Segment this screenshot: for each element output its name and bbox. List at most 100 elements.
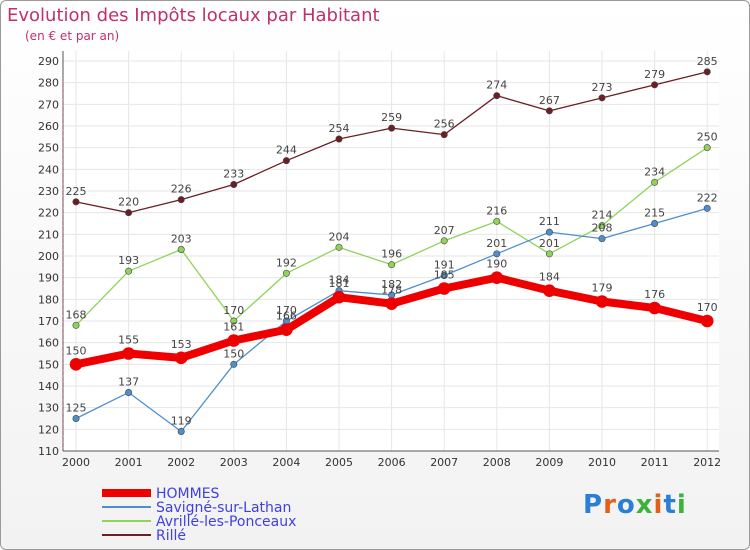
data-label: 207 — [434, 224, 455, 237]
x-tick-label: 2009 — [535, 456, 563, 469]
data-point — [72, 414, 80, 422]
data-label: 182 — [381, 278, 402, 291]
data-label: 125 — [66, 402, 87, 415]
data-point — [230, 360, 238, 368]
data-point — [230, 317, 238, 325]
y-tick-label: 290 — [38, 55, 59, 68]
data-label: 233 — [223, 168, 244, 181]
data-label: 204 — [329, 230, 350, 243]
y-tick-label: 250 — [38, 142, 59, 155]
y-tick-label: 120 — [38, 423, 59, 436]
x-tick-label: 2006 — [378, 456, 406, 469]
data-point — [125, 267, 133, 275]
data-point — [72, 198, 80, 206]
x-tick-label: 2011 — [641, 456, 669, 469]
data-label: 256 — [434, 118, 455, 131]
data-label: 203 — [171, 233, 192, 246]
y-tick-label: 220 — [38, 207, 59, 220]
x-tick-label: 2007 — [430, 456, 458, 469]
data-label: 170 — [697, 301, 718, 314]
data-point — [598, 94, 606, 102]
data-label: 178 — [381, 284, 402, 297]
y-tick-label: 270 — [38, 98, 59, 111]
data-label: 179 — [592, 282, 613, 295]
data-label: 273 — [592, 81, 613, 94]
data-label: 279 — [644, 68, 665, 81]
x-tick-label: 2001 — [115, 456, 143, 469]
data-point — [543, 284, 556, 297]
y-tick-label: 170 — [38, 315, 59, 328]
y-tick-label: 130 — [38, 402, 59, 415]
data-label: 244 — [276, 144, 297, 157]
data-label: 193 — [118, 254, 139, 267]
data-label: 137 — [118, 376, 139, 389]
data-point — [598, 222, 606, 230]
y-tick-label: 150 — [38, 358, 59, 371]
data-label: 254 — [329, 122, 350, 135]
data-label: 166 — [276, 310, 297, 323]
data-label: 170 — [276, 304, 297, 317]
data-label: 267 — [539, 94, 560, 107]
data-point — [282, 157, 290, 165]
data-point — [72, 321, 80, 329]
data-point — [280, 323, 293, 336]
data-label: 216 — [486, 204, 507, 217]
x-tick-label: 2010 — [588, 456, 616, 469]
data-point — [493, 217, 501, 225]
data-point — [651, 178, 659, 186]
data-label: 226 — [171, 183, 192, 196]
data-point — [440, 131, 448, 139]
data-label: 201 — [486, 237, 507, 250]
data-point — [651, 81, 659, 89]
logo-letter: i — [653, 490, 664, 520]
data-point — [125, 388, 133, 396]
data-point — [703, 68, 711, 76]
y-tick-label: 190 — [38, 272, 59, 285]
data-label: 168 — [66, 308, 87, 321]
data-point — [493, 250, 501, 258]
data-label: 274 — [486, 79, 507, 92]
data-point — [230, 181, 238, 189]
data-label: 191 — [434, 259, 455, 272]
logo-letter: o — [616, 490, 636, 520]
data-label: 190 — [486, 258, 507, 271]
data-point — [332, 290, 346, 304]
data-label: 259 — [381, 111, 402, 124]
data-label: 150 — [223, 347, 244, 360]
x-tick-label: 2012 — [693, 456, 721, 469]
data-label: 285 — [697, 55, 718, 68]
data-label: 211 — [539, 215, 560, 228]
data-label: 201 — [539, 237, 560, 250]
data-point — [125, 209, 133, 217]
data-label: 181 — [329, 277, 350, 290]
legend-label: Avrillé-les-Ponceaux — [156, 514, 296, 530]
data-point — [651, 220, 659, 228]
plot-area — [63, 51, 719, 451]
data-point — [177, 196, 185, 204]
y-tick-label: 280 — [38, 77, 59, 90]
data-label: 220 — [118, 196, 139, 209]
data-point — [385, 297, 398, 310]
data-point — [545, 228, 553, 236]
data-label: 176 — [644, 288, 665, 301]
data-label: 192 — [276, 256, 297, 269]
data-point — [335, 135, 343, 143]
y-tick-label: 160 — [38, 337, 59, 350]
data-point — [388, 124, 396, 132]
data-point — [227, 334, 241, 347]
y-tick-label: 260 — [38, 120, 59, 133]
data-point — [122, 347, 135, 360]
data-label: 234 — [644, 165, 665, 178]
data-point — [388, 261, 396, 269]
data-point — [700, 314, 714, 328]
logo-letter: P — [583, 490, 604, 520]
data-point — [440, 237, 448, 245]
x-tick-label: 2004 — [272, 456, 300, 469]
data-label: 215 — [644, 207, 665, 220]
data-label: 250 — [697, 131, 718, 144]
data-point — [598, 235, 606, 243]
x-tick-label: 2008 — [483, 456, 511, 469]
data-label: 155 — [118, 334, 139, 347]
data-label: 119 — [171, 415, 192, 428]
